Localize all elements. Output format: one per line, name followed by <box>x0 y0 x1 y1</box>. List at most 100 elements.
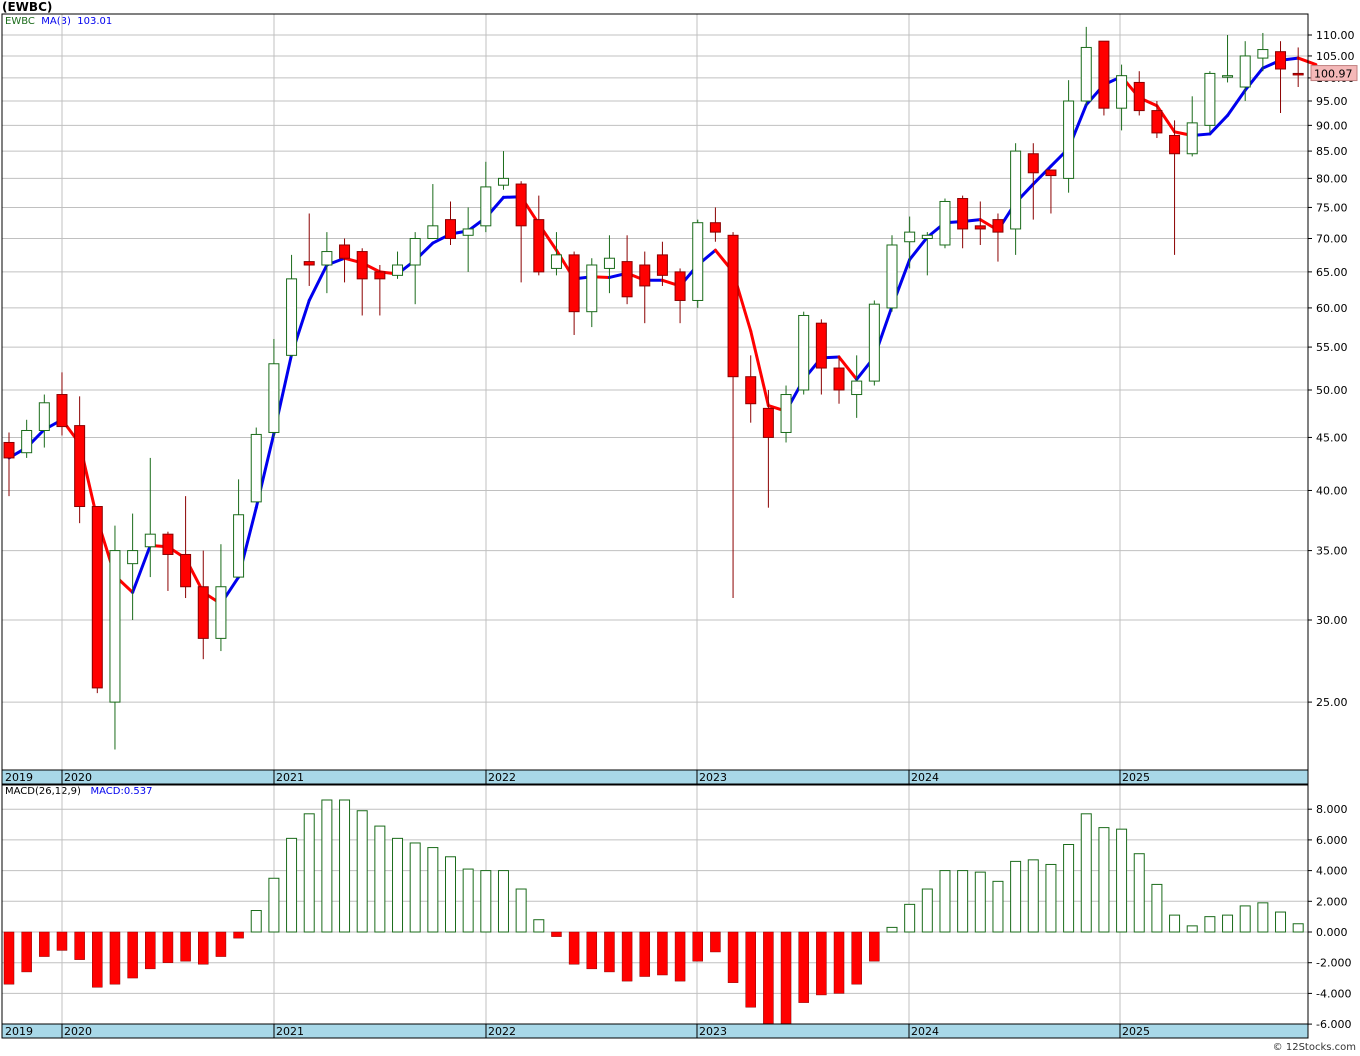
candle-body <box>798 314 810 391</box>
ma-segment <box>1226 88 1247 117</box>
macd-bar <box>21 931 32 973</box>
candle-body <box>692 222 704 301</box>
year-label-2023: 2023 <box>699 771 727 784</box>
candle-2021-05 <box>303 213 315 286</box>
macd-bar <box>233 931 244 939</box>
macd-bar <box>198 931 209 965</box>
candle-body <box>1098 40 1110 109</box>
candle-body <box>1169 134 1181 155</box>
candle-body <box>127 550 139 565</box>
candle-2022-08 <box>568 251 580 335</box>
candle-2024-04 <box>921 232 933 276</box>
candle-2020-09 <box>162 531 174 591</box>
candle-2021-10 <box>392 251 404 279</box>
price-tick-label: 25.00 <box>1316 696 1348 709</box>
price-tick-label: 75.00 <box>1316 201 1348 214</box>
candle-2023-04 <box>709 207 721 242</box>
candle-2023-06 <box>745 355 757 423</box>
candle-2020-12 <box>215 544 227 652</box>
candle-body <box>497 177 509 186</box>
candle-2023-03 <box>692 219 704 308</box>
year-label-2020: 2020 <box>64 1025 92 1038</box>
candle-2020-03 <box>56 372 68 436</box>
candle-2024-08 <box>992 213 1004 262</box>
candle-2022-03 <box>480 161 492 233</box>
legend-symbol: EWBC <box>5 16 35 27</box>
price-tick-label: 45.00 <box>1316 431 1348 444</box>
macd-bar <box>798 931 809 1003</box>
candle-2020-08 <box>144 457 156 578</box>
candle-body <box>1080 46 1092 102</box>
macd-bar <box>303 813 315 933</box>
ma-segment <box>749 329 770 408</box>
candle-body <box>21 429 33 454</box>
candle-body <box>957 198 969 230</box>
candle-body <box>550 254 562 269</box>
candle-2022-12 <box>639 251 651 324</box>
macd-bar <box>427 847 439 933</box>
candle-body <box>215 586 227 639</box>
macd-bar <box>356 810 368 933</box>
candle-body <box>921 234 933 240</box>
year-label-2025: 2025 <box>1122 771 1150 784</box>
candle-body <box>1116 75 1128 109</box>
price-tick-label: 105.00 <box>1316 50 1355 63</box>
candle-2024-07 <box>974 201 986 245</box>
candle-body <box>480 186 492 227</box>
price-panel-frame <box>1 13 1309 771</box>
candle-body <box>268 363 280 433</box>
macd-bar <box>621 931 633 982</box>
macd-tick-label: 4.000 <box>1316 865 1348 878</box>
year-label-2021: 2021 <box>276 1025 304 1038</box>
candle-2020-02 <box>38 394 50 448</box>
last-price-box <box>1310 65 1358 82</box>
ma-segment <box>908 235 929 262</box>
candle-body <box>1045 169 1057 177</box>
macd-gridlines <box>2 785 1308 1025</box>
macd-bar <box>3 931 15 985</box>
candle-2019-12 <box>3 432 15 497</box>
candle-body <box>91 506 103 689</box>
macd-tick-label: 6.000 <box>1316 834 1348 847</box>
macd-tick-label: 2.000 <box>1316 895 1348 908</box>
candle-body <box>745 376 757 405</box>
macd-histogram <box>3 799 1304 1026</box>
macd-bar <box>657 931 668 976</box>
candle-body <box>727 234 739 378</box>
candle-body <box>303 261 315 266</box>
price-tick-label: 110.00 <box>1316 29 1355 42</box>
ma-segment <box>1208 113 1230 136</box>
macd-bar <box>551 931 562 937</box>
candle-body <box>1222 75 1234 78</box>
candle-2025-01 <box>1080 26 1092 106</box>
candle-2021-03 <box>268 338 280 438</box>
candle-body <box>974 225 986 230</box>
candle-2024-06 <box>957 195 969 249</box>
candle-2021-12 <box>427 184 439 240</box>
ma-segment <box>131 543 152 594</box>
candle-2023-10 <box>815 319 827 395</box>
candle-body <box>356 251 368 280</box>
price-y-axis: 25.00 30.00 35.00 40.00 45.00 50.00 55.00 60.00… <box>1308 29 1355 709</box>
candle-body <box>109 550 121 703</box>
ma-segment <box>1296 56 1318 67</box>
macd-bar <box>904 903 916 933</box>
price-tick-label: 55.00 <box>1316 341 1348 354</box>
macd-bar <box>1063 844 1075 933</box>
legend-macd-value: MACD:0.537 <box>90 786 153 797</box>
price-tick-label: 85.00 <box>1316 145 1348 158</box>
candle-2020-01 <box>21 419 33 458</box>
macd-tick-label: -6.000 <box>1316 1018 1351 1031</box>
candle-2025-09 <box>1222 35 1234 83</box>
legend-macd-name: MACD(26,12,9) <box>5 786 81 797</box>
candle-2024-03 <box>904 216 916 269</box>
candle-2025-12 <box>1275 41 1287 114</box>
candle-body <box>586 264 598 313</box>
candle-body <box>780 394 792 433</box>
macd-bar <box>1239 905 1251 933</box>
candle-body <box>1292 72 1304 76</box>
candle-2025-10 <box>1239 41 1251 102</box>
candle-2025-02 <box>1098 40 1110 116</box>
candle-2021-11 <box>409 232 421 305</box>
candle-body <box>462 228 474 236</box>
